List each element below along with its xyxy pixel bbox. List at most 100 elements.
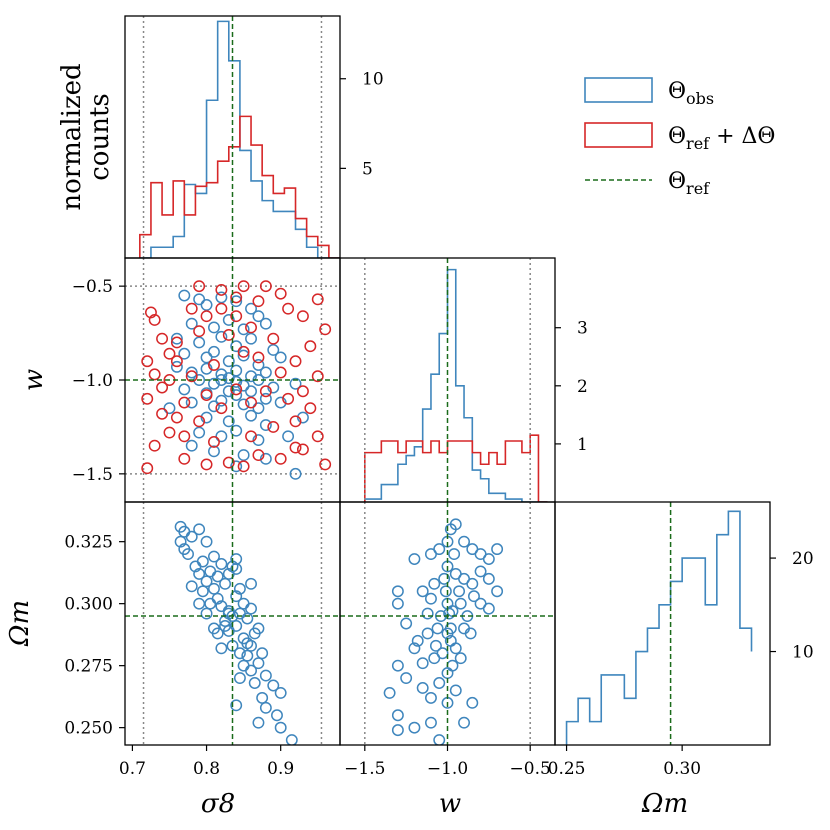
y-tick-label: −0.5 — [72, 277, 113, 297]
scatter-point-obs — [458, 716, 470, 729]
scatter-point-obs — [208, 377, 220, 390]
histogram-obs-step — [364, 268, 548, 502]
scatter-point-obs — [241, 637, 254, 650]
scatter-point-obs — [193, 523, 206, 536]
scatter-point-obs — [178, 289, 191, 302]
legend-label-ref: Θref — [668, 169, 710, 198]
scatter-point-ref_shift — [222, 329, 235, 341]
scatter-point-obs — [230, 389, 243, 401]
scatter-point-ref_shift — [230, 291, 243, 304]
scatter-point-obs — [230, 375, 243, 388]
scatter-point-obs — [408, 721, 421, 734]
scatter-point-obs — [208, 345, 220, 358]
scatter-point-obs — [449, 642, 462, 655]
scatter-point-obs — [421, 607, 434, 620]
hist-sigma8-panel — [139, 16, 340, 258]
scatter-point-obs — [185, 396, 198, 409]
scatter-point-obs — [222, 385, 235, 398]
x-tick-label: 0.9 — [267, 759, 294, 779]
scatter-point-obs — [466, 577, 479, 590]
scatter-point-obs — [391, 709, 404, 722]
scatter-point-obs — [193, 336, 206, 349]
scatter-point-ref_shift — [245, 430, 257, 443]
scatter-point-obs — [408, 553, 421, 565]
scatter-point-obs — [267, 381, 280, 394]
scatter-point-obs — [443, 607, 456, 620]
y-tick-label: −1.5 — [72, 465, 113, 485]
y-tick-label: 20 — [792, 549, 814, 569]
scatter-point-ref_shift — [215, 402, 228, 415]
scatter-point-obs — [448, 548, 461, 561]
y-tick-label: 10 — [792, 643, 814, 663]
scatter-point-ref_shift — [208, 435, 220, 448]
scatter-point-obs — [449, 684, 462, 697]
scatter-point-ref_shift — [178, 452, 191, 465]
scatter-point-obs — [208, 582, 220, 595]
scatter-point-ref_shift — [237, 460, 250, 473]
scatter-point-ref_shift — [141, 355, 154, 368]
scatter-point-obs — [200, 298, 213, 311]
scatter-point-ref_shift — [144, 306, 157, 319]
scatter-point-obs — [454, 652, 467, 665]
scatter-point-obs — [458, 535, 470, 548]
scatter-point-obs — [185, 317, 198, 330]
scatter-point-obs — [391, 724, 404, 737]
scatter-point-obs — [208, 321, 220, 334]
scatter-sigma8-omega-bounds — [142, 502, 323, 745]
scatter-point-obs — [230, 699, 243, 712]
scatter-point-obs — [289, 467, 302, 480]
scatter-point-ref_shift — [245, 396, 257, 409]
scatter-sigma8-omega-panel — [174, 520, 298, 745]
x-tick-label: −1.5 — [344, 759, 385, 779]
legend-label-ref_shift: Θref + ΔΘ — [668, 124, 775, 153]
scatter-point-obs — [248, 677, 261, 689]
y-axis-label: counts — [85, 93, 115, 181]
scatter-point-ref_shift — [267, 332, 280, 345]
scatter-point-ref_shift — [156, 332, 169, 345]
scatter-point-obs — [233, 582, 246, 595]
scatter-point-obs — [252, 622, 265, 635]
scatter-point-obs — [245, 370, 257, 383]
scatter-point-obs — [259, 419, 272, 431]
scatter-point-obs — [438, 572, 451, 585]
scatter-point-obs — [274, 396, 287, 409]
scatter-point-obs — [237, 323, 250, 336]
scatter-point-obs — [391, 659, 404, 672]
scatter-point-ref_shift — [156, 381, 169, 394]
scatter-point-ref_shift — [163, 426, 176, 439]
y-tick-label: 3 — [577, 319, 588, 339]
scatter-point-obs — [222, 355, 235, 368]
scatter-point-obs — [185, 439, 198, 452]
x-axis-label: σ8 — [201, 789, 235, 819]
scatter-point-ref_shift — [274, 287, 287, 300]
scatter-point-ref_shift — [148, 368, 161, 381]
y-axis-label: normalized — [57, 63, 87, 210]
scatter-point-obs — [252, 657, 265, 670]
scatter-point-obs — [296, 411, 309, 424]
scatter-point-ref_shift — [304, 402, 317, 415]
scatter-point-obs — [222, 313, 235, 326]
scatter-point-ref_shift — [193, 280, 206, 293]
scatter-point-obs — [274, 351, 287, 364]
legend-label-obs: Θobs — [668, 79, 714, 108]
scatter-point-obs — [185, 366, 198, 379]
scatter-point-ref_shift — [215, 302, 228, 315]
y-axis-label: Ωm — [5, 600, 35, 647]
x-axis-label: w — [439, 789, 461, 819]
scatter-point-obs — [200, 411, 213, 424]
scatter-point-ref_shift — [141, 392, 154, 405]
scatter-point-obs — [215, 394, 228, 407]
scatter-point-obs — [230, 295, 243, 308]
hist-w-panel — [364, 258, 548, 502]
scatter-point-obs — [182, 548, 194, 561]
histogram-ref_shift-step — [364, 434, 548, 502]
scatter-point-obs — [383, 686, 396, 699]
scatter-point-obs — [193, 567, 206, 580]
scatter-point-obs — [241, 612, 254, 625]
scatter-point-obs — [200, 535, 213, 548]
scatter-point-obs — [482, 572, 495, 585]
scatter-point-ref_shift — [170, 411, 183, 424]
scatter-point-obs — [431, 622, 444, 635]
scatter-point-obs — [185, 580, 198, 593]
scatter-point-obs — [400, 617, 413, 630]
